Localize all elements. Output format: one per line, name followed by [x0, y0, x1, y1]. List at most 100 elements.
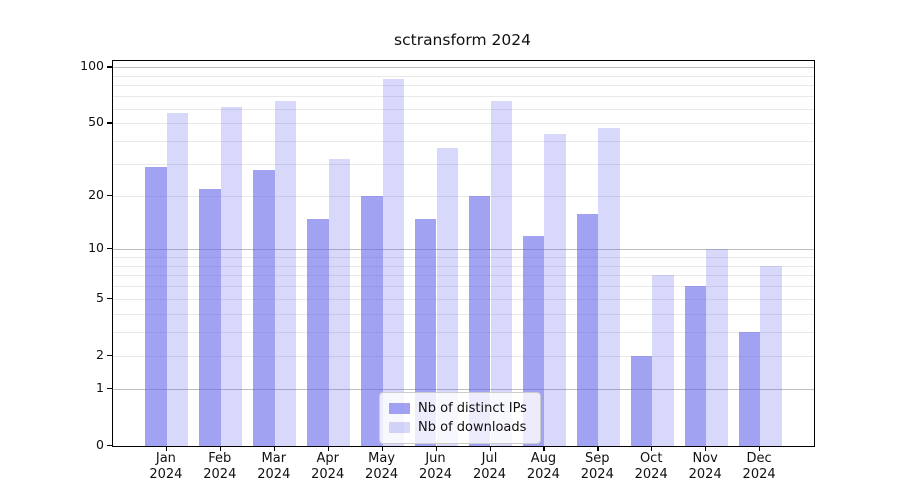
- bar-downloads-feb: [220, 107, 243, 446]
- x-tick-year: 2024: [472, 466, 507, 482]
- bar-distinct-ips-oct: [630, 355, 653, 446]
- x-tick-month: Sep: [585, 451, 610, 466]
- gridline-minor-5: [113, 299, 814, 300]
- y-tick-label-5: 5: [96, 290, 104, 305]
- gridline-minor-40: [113, 141, 814, 143]
- x-tick-jan: [165, 446, 168, 451]
- x-tick-label-feb: Feb 2024: [190, 451, 250, 482]
- bar-distinct-ips-jul: [468, 196, 491, 446]
- bar-distinct-ips-feb: [199, 188, 221, 446]
- x-tick-year: 2024: [688, 466, 722, 482]
- y-tick-label-100: 100: [80, 58, 104, 74]
- y-tick-2: [107, 354, 112, 357]
- x-tick-dec: [759, 446, 761, 451]
- x-tick-month: Jun: [425, 451, 446, 466]
- gridline-minor-9: [113, 257, 814, 258]
- gridline-major-100: [113, 67, 814, 69]
- x-tick-label-jul: Jul 2024: [460, 451, 520, 482]
- x-tick-label-apr: Apr 2024: [298, 451, 358, 482]
- gridline-minor-20: [113, 196, 814, 198]
- x-tick-apr: [327, 446, 329, 451]
- gridline-minor-60: [113, 108, 814, 110]
- legend-swatch-downloads: [389, 422, 410, 433]
- x-tick-mar: [273, 446, 276, 451]
- y-tick-label-10: 10: [88, 240, 104, 256]
- gridline-minor-3: [113, 332, 814, 334]
- bar-downloads-dec: [760, 265, 782, 446]
- x-tick-jul: [489, 446, 491, 451]
- bar-downloads-jul: [490, 100, 513, 446]
- x-tick-year: 2024: [311, 466, 345, 482]
- x-tick-label-mar: Mar 2024: [244, 451, 304, 482]
- x-tick-aug: [543, 446, 545, 451]
- bar-distinct-ips-mar: [253, 169, 275, 446]
- x-tick-year: 2024: [580, 466, 614, 482]
- x-tick-label-jan: Jan 2024: [136, 451, 196, 482]
- bar-distinct-ips-may: [361, 196, 383, 446]
- x-tick-month: Feb: [208, 451, 232, 466]
- bar-downloads-may: [382, 78, 405, 446]
- bar-downloads-oct: [652, 275, 674, 446]
- chart-title: sctransform 2024: [394, 31, 531, 49]
- gridline-minor-7: [113, 275, 814, 277]
- x-tick-label-nov: Nov 2024: [675, 451, 735, 482]
- y-tick-label-2: 2: [96, 346, 104, 362]
- legend-label-distinct-ips: Nb of distinct IPs: [418, 401, 527, 416]
- y-tick-20: [107, 195, 112, 197]
- x-tick-label-dec: Dec 2024: [729, 451, 789, 482]
- y-tick-0: [107, 445, 112, 447]
- legend: Nb of distinct IPs Nb of downloads: [379, 392, 541, 444]
- x-tick-label-jun: Jun 2024: [406, 451, 466, 482]
- gridline-major-10: [113, 249, 814, 251]
- bar-downloads-nov: [706, 249, 728, 446]
- x-tick-month: Nov: [692, 451, 718, 466]
- bar-distinct-ips-nov: [684, 286, 707, 446]
- gridline-major-1: [113, 389, 814, 391]
- x-tick-month: Mar: [261, 451, 287, 466]
- bar-downloads-aug: [544, 133, 566, 446]
- bar-distinct-ips-jun: [414, 218, 437, 446]
- bar-downloads-jun: [436, 147, 459, 446]
- y-tick-label-50: 50: [88, 114, 104, 130]
- x-tick-year: 2024: [257, 466, 291, 482]
- x-tick-feb: [219, 446, 222, 451]
- legend-item-downloads: Nb of downloads: [389, 418, 532, 437]
- x-tick-label-sep: Sep 2024: [567, 451, 627, 482]
- bar-downloads-mar: [274, 100, 297, 446]
- bar-downloads-sep: [598, 128, 620, 446]
- gridline-minor-8: [113, 265, 814, 267]
- x-tick-year: 2024: [526, 466, 560, 482]
- x-tick-jun: [435, 446, 437, 451]
- x-tick-month: Aug: [530, 451, 557, 466]
- x-tick-month: Oct: [639, 451, 663, 466]
- x-tick-month: Apr: [316, 451, 339, 466]
- gridline-minor-2: [113, 355, 814, 357]
- bar-distinct-ips-jan: [145, 166, 167, 446]
- gridline-minor-6: [113, 286, 814, 288]
- x-tick-month: Jan: [155, 451, 176, 466]
- x-tick-month: Jul: [481, 451, 498, 466]
- legend-item-distinct-ips: Nb of distinct IPs: [389, 399, 532, 418]
- y-tick-label-0: 0: [96, 437, 104, 452]
- y-tick-label-1: 1: [96, 380, 104, 396]
- x-tick-may: [381, 446, 383, 451]
- y-tick-50: [107, 122, 112, 124]
- x-tick-year: 2024: [634, 466, 668, 482]
- x-tick-year: 2024: [203, 466, 237, 482]
- legend-swatch-distinct-ips: [389, 403, 410, 414]
- bar-distinct-ips-dec: [738, 332, 761, 446]
- x-tick-year: 2024: [418, 466, 453, 482]
- x-tick-label-aug: Aug 2024: [513, 451, 573, 482]
- y-tick-100: [107, 66, 112, 68]
- x-tick-month: May: [368, 451, 396, 466]
- x-tick-label-oct: Oct 2024: [621, 451, 681, 482]
- x-tick-year: 2024: [149, 466, 183, 482]
- bar-distinct-ips-apr: [307, 218, 329, 446]
- gridline-minor-50: [113, 123, 814, 125]
- gridline-minor-4: [113, 313, 814, 315]
- gridline-minor-30: [113, 164, 814, 166]
- bar-distinct-ips-sep: [576, 213, 599, 446]
- bar-downloads-apr: [328, 159, 351, 446]
- x-tick-year: 2024: [742, 466, 776, 482]
